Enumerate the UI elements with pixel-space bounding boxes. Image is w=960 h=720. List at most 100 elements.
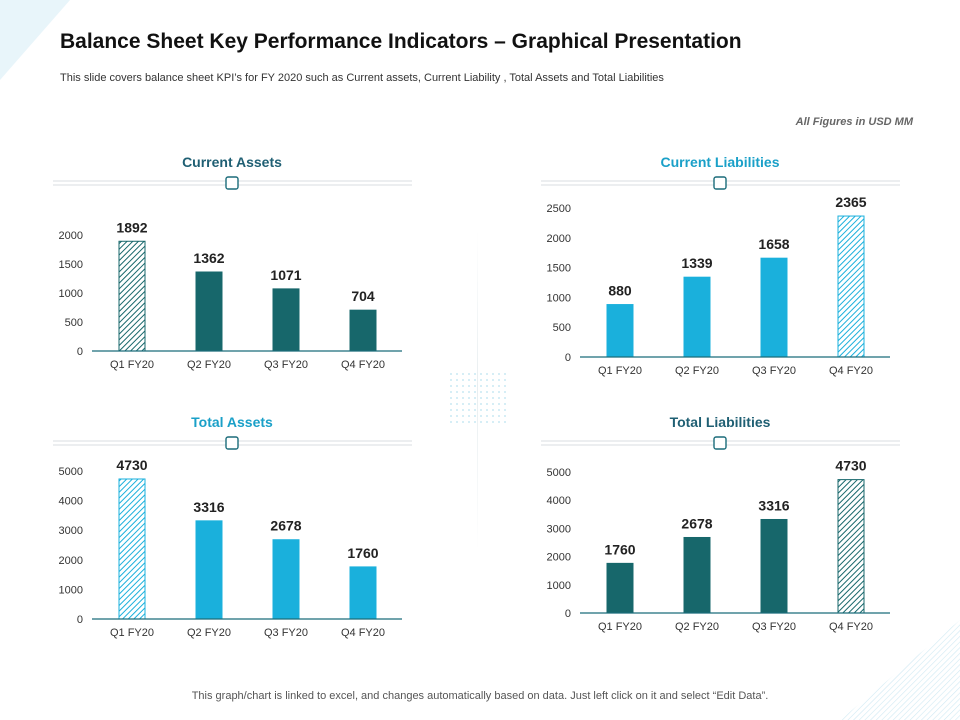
x-tick-label: Q3 FY20 xyxy=(752,365,796,377)
dot xyxy=(480,385,482,387)
data-label: 2678 xyxy=(681,515,712,531)
dot xyxy=(498,397,500,399)
dot xyxy=(504,415,506,417)
dot xyxy=(486,385,488,387)
data-label: 2678 xyxy=(270,518,301,534)
dot xyxy=(504,421,506,423)
dot xyxy=(480,373,482,375)
data-label: 3316 xyxy=(193,499,224,515)
dot xyxy=(492,415,494,417)
dot xyxy=(474,397,476,399)
bar xyxy=(195,520,223,620)
x-tick-label: Q2 FY20 xyxy=(675,365,719,377)
dot xyxy=(480,379,482,381)
bar xyxy=(837,479,865,614)
units-note: All Figures in USD MM xyxy=(795,116,913,128)
dot xyxy=(450,409,452,411)
dot xyxy=(456,403,458,405)
x-tick-label: Q1 FY20 xyxy=(598,621,642,633)
bar xyxy=(760,257,788,358)
x-tick-label: Q1 FY20 xyxy=(110,359,154,371)
dot xyxy=(480,415,482,417)
dot xyxy=(468,397,470,399)
bar xyxy=(118,240,146,352)
dot xyxy=(450,391,452,393)
dot xyxy=(480,409,482,411)
dot xyxy=(462,397,464,399)
dot xyxy=(456,397,458,399)
data-label: 4730 xyxy=(835,458,866,474)
dot xyxy=(474,415,476,417)
x-tick-label: Q4 FY20 xyxy=(829,365,873,377)
bar xyxy=(683,536,711,614)
dot xyxy=(480,403,482,405)
dot xyxy=(492,403,494,405)
data-label: 1362 xyxy=(193,250,224,266)
data-label: 704 xyxy=(351,288,375,304)
x-tick-label: Q4 FY20 xyxy=(829,621,873,633)
dot xyxy=(456,391,458,393)
dot xyxy=(450,421,452,423)
dot xyxy=(498,403,500,405)
dot xyxy=(468,415,470,417)
dot xyxy=(492,373,494,375)
bar xyxy=(606,304,634,358)
dot xyxy=(450,385,452,387)
dot xyxy=(474,379,476,381)
x-tick-label: Q4 FY20 xyxy=(341,627,385,639)
y-tick-label: 1500 xyxy=(59,259,83,271)
data-label: 1339 xyxy=(681,255,712,271)
dot xyxy=(486,409,488,411)
dot xyxy=(456,379,458,381)
dot xyxy=(492,385,494,387)
chart-title: Current Assets xyxy=(182,154,282,170)
dot xyxy=(492,391,494,393)
dot xyxy=(468,403,470,405)
dot xyxy=(456,373,458,375)
x-tick-label: Q3 FY20 xyxy=(752,621,796,633)
bar xyxy=(606,562,634,614)
title-marker-icon xyxy=(713,436,727,450)
x-tick-label: Q2 FY20 xyxy=(675,621,719,633)
dot xyxy=(492,409,494,411)
bar xyxy=(349,566,377,620)
dot xyxy=(462,409,464,411)
dot xyxy=(492,379,494,381)
y-tick-label: 2500 xyxy=(547,203,571,215)
chart-title: Current Liabilities xyxy=(660,154,779,170)
dot xyxy=(480,391,482,393)
y-tick-label: 500 xyxy=(553,322,571,334)
page-title: Balance Sheet Key Performance Indicators… xyxy=(60,30,742,53)
y-tick-label: 1000 xyxy=(547,292,571,304)
corner-decoration-top-left xyxy=(0,0,70,80)
x-tick-label: Q1 FY20 xyxy=(598,365,642,377)
chart-total-assets: Total Assets 0 1000 2000 3000 4000 5000 4730 Q1 … xyxy=(53,414,412,639)
title-marker-icon xyxy=(225,436,239,450)
dot xyxy=(450,379,452,381)
dot xyxy=(486,379,488,381)
center-divider xyxy=(477,230,478,550)
chart-total-liabilities: Total Liabilities 0 1000 2000 3000 4000 5000 17… xyxy=(541,414,900,633)
y-tick-label: 500 xyxy=(65,317,83,329)
dot xyxy=(486,391,488,393)
data-label: 4730 xyxy=(116,457,147,473)
dot xyxy=(498,379,500,381)
dot xyxy=(474,373,476,375)
dot xyxy=(474,391,476,393)
dot xyxy=(498,391,500,393)
dot xyxy=(468,421,470,423)
footer-note: This graph/chart is linked to excel, and… xyxy=(191,690,769,702)
x-tick-label: Q4 FY20 xyxy=(341,359,385,371)
dot xyxy=(450,403,452,405)
data-label: 3316 xyxy=(758,497,789,513)
title-marker-icon xyxy=(713,176,727,190)
dot xyxy=(504,391,506,393)
dot xyxy=(498,409,500,411)
dot xyxy=(504,397,506,399)
dot xyxy=(504,409,506,411)
x-tick-label: Q3 FY20 xyxy=(264,627,308,639)
dot xyxy=(462,385,464,387)
y-tick-label: 3000 xyxy=(547,523,571,535)
data-label: 1760 xyxy=(347,545,378,561)
bar xyxy=(118,478,146,620)
